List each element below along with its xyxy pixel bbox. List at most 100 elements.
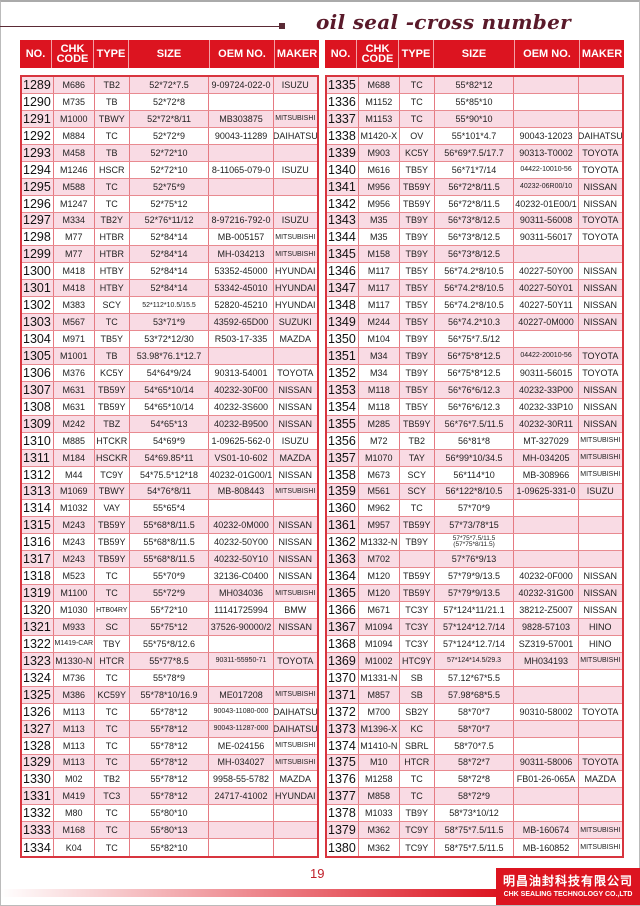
cell-chk-code: M1246	[54, 161, 96, 178]
cell-maker: HYUNDAI	[275, 791, 316, 802]
cell-size: 56*73*8/12.5	[435, 229, 515, 246]
table-row: 1307 M631 TB59Y 54*65*10/14 40232-30F00 NISSA…	[22, 381, 317, 399]
cell-oem-no	[209, 822, 274, 839]
cell-no: 1320	[22, 602, 54, 618]
cell-size: 54*69.85*11	[130, 449, 210, 466]
cell-no: 1324	[22, 669, 54, 686]
cell-chk-code: M702	[359, 551, 401, 568]
cell-oem-no: 11141725994	[209, 602, 274, 618]
cell-size: 57*75*7.5/11.5 (57*75*8/11.5)	[435, 534, 515, 551]
cell-no: 1372	[327, 703, 359, 720]
cell-oem-no: R503-17-335	[209, 331, 274, 347]
cell-no: 1358	[327, 466, 359, 483]
cell-maker: HINO	[589, 638, 612, 649]
cell-size: 58*72*9	[435, 788, 515, 805]
cell-chk-code: M1396-X	[359, 720, 401, 737]
cell-size: 56*74.2*8/10.5	[435, 297, 515, 314]
cell-maker: NISSAN	[278, 384, 313, 395]
cell-size: 55*90*10	[435, 110, 515, 127]
col-type: TYPE	[399, 40, 434, 68]
cell-chk-code: M885	[54, 432, 96, 449]
cell-oem-no: MH034193	[514, 652, 579, 669]
cell-chk-code: M243	[54, 517, 96, 534]
table-row: 1349 M244 TB5Y 56*74.2*10.3 40227-0M000 NISSA…	[327, 314, 622, 332]
cell-maker: NISSAN	[583, 418, 618, 429]
cell-chk-code: M561	[359, 483, 401, 500]
cell-chk-code: M631	[54, 398, 96, 415]
table-row: 1334 K04 TC 55*82*10	[22, 839, 317, 857]
table-row: 1367 M1094 TC3Y 57*124*12.7/14 9828-57103 HIN…	[327, 619, 622, 636]
cell-oem-no: FB01-26-065A	[514, 771, 579, 788]
cell-maker: ISUZU	[281, 215, 309, 226]
cell-no: 1380	[327, 839, 359, 857]
cell-chk-code: M523	[54, 568, 96, 585]
cell-oem-no: ME-024156	[209, 737, 274, 754]
table-row: 1309 M242 TBZ 54*65*13 40232-B9500 NISSAN	[22, 415, 317, 433]
cell-maker: MITSUBISHI	[275, 487, 316, 495]
cell-maker	[579, 738, 622, 754]
cell-maker: TOYOTA	[582, 706, 619, 717]
cell-oem-no: 1-09625-331-0	[514, 483, 579, 500]
table-row: 1378 M1033 TB9Y 58*73*10/12	[327, 805, 622, 823]
cell-type: TB59Y	[95, 517, 130, 534]
table-row: 1328 M113 TC 55*78*12 ME-024156 MITSUBISHI	[22, 737, 317, 755]
cell-oem-no: 9958-55-5782	[209, 771, 274, 788]
cell-no: 1360	[327, 500, 359, 517]
cell-type: TC	[95, 754, 130, 771]
cell-type: HTC9Y	[400, 652, 435, 669]
cell-size: 56*75*8*12.5	[435, 348, 515, 364]
cell-chk-code: M120	[359, 585, 401, 602]
cell-size: 55*70*9	[130, 568, 210, 585]
table-row: 1341 M956 TB59Y 56*72*8/11.5 40232-06R00/10 N…	[327, 178, 622, 196]
cell-type: TB59Y	[95, 381, 130, 398]
cell-no: 1363	[327, 551, 359, 568]
cell-chk-code: M1094	[359, 635, 401, 652]
cell-no: 1350	[327, 331, 359, 347]
cell-oem-no: 04422-20010-56	[514, 348, 579, 364]
cell-oem-no: 40227-50Y01	[514, 280, 579, 297]
cell-no: 1332	[22, 805, 54, 822]
cell-type: HTCKR	[95, 432, 130, 449]
cell-oem-no: MB-308966	[514, 466, 579, 483]
cell-type: SCY	[400, 483, 435, 500]
company-name-cn: 明昌油封科技有限公司	[502, 874, 633, 888]
page-title: oil seal -cross number	[316, 10, 571, 34]
cell-type: TB59Y	[95, 551, 130, 568]
cell-maker: DAIHATSU	[578, 130, 622, 141]
table-row: 1300 M418 HTBY 52*84*14 53352-45000 HYUNDAI	[22, 263, 317, 281]
table-row: 1291 M1000 TBWY 52*72*8/11 MB303875 MITSUBISH…	[22, 110, 317, 128]
table-row: 1356 M72 TB2 56*81*8 MT-327029 MITSUBISHI	[327, 432, 622, 450]
cell-oem-no: SZ319-57001	[514, 635, 579, 652]
cell-chk-code: M243	[54, 534, 96, 551]
cell-type: TB59Y	[95, 534, 130, 551]
cell-size: 55*65*4	[130, 500, 210, 517]
cell-oem-no: 40232-33P00	[514, 381, 579, 398]
cell-no: 1328	[22, 737, 54, 754]
cell-oem-no	[514, 500, 579, 517]
cell-chk-code: M35	[359, 229, 401, 246]
table-row: 1366 M671 TC3Y 57*124*11/21.1 38212-Z5007 NIS…	[327, 602, 622, 619]
cell-maker	[274, 500, 317, 516]
cell-chk-code: M418	[54, 263, 96, 280]
cell-type: TBWY	[95, 110, 130, 127]
cell-maker	[579, 331, 622, 347]
cell-maker: NISSAN	[278, 621, 313, 632]
cell-maker: MITSUBISHI	[275, 233, 316, 241]
cell-size: 55*78*12	[130, 703, 210, 720]
cell-no: 1344	[327, 229, 359, 246]
cell-chk-code: M113	[54, 737, 96, 754]
table-row: 1374 M1410-N SBRL 58*70*7.5	[327, 737, 622, 755]
cell-oem-no	[514, 805, 579, 822]
cell-maker: ISUZU	[586, 486, 614, 497]
cell-type: TB9Y	[400, 331, 435, 347]
cell-no: 1342	[327, 195, 359, 212]
cell-size: 57*124*11/21.1	[435, 602, 515, 618]
col-maker: MAKER	[581, 48, 623, 60]
cell-oem-no	[514, 246, 579, 263]
cell-no: 1300	[22, 263, 54, 280]
table-row: 1298 M77 HTBR 52*84*14 MB-005157 MITSUBISHI	[22, 229, 317, 247]
table-header: NO. CHK CODE TYPE SIZE OEM NO. MAKER	[325, 40, 624, 68]
cell-type: TB9Y	[400, 212, 435, 229]
cell-no: 1334	[22, 839, 54, 857]
cell-type: TB59Y	[400, 195, 435, 212]
